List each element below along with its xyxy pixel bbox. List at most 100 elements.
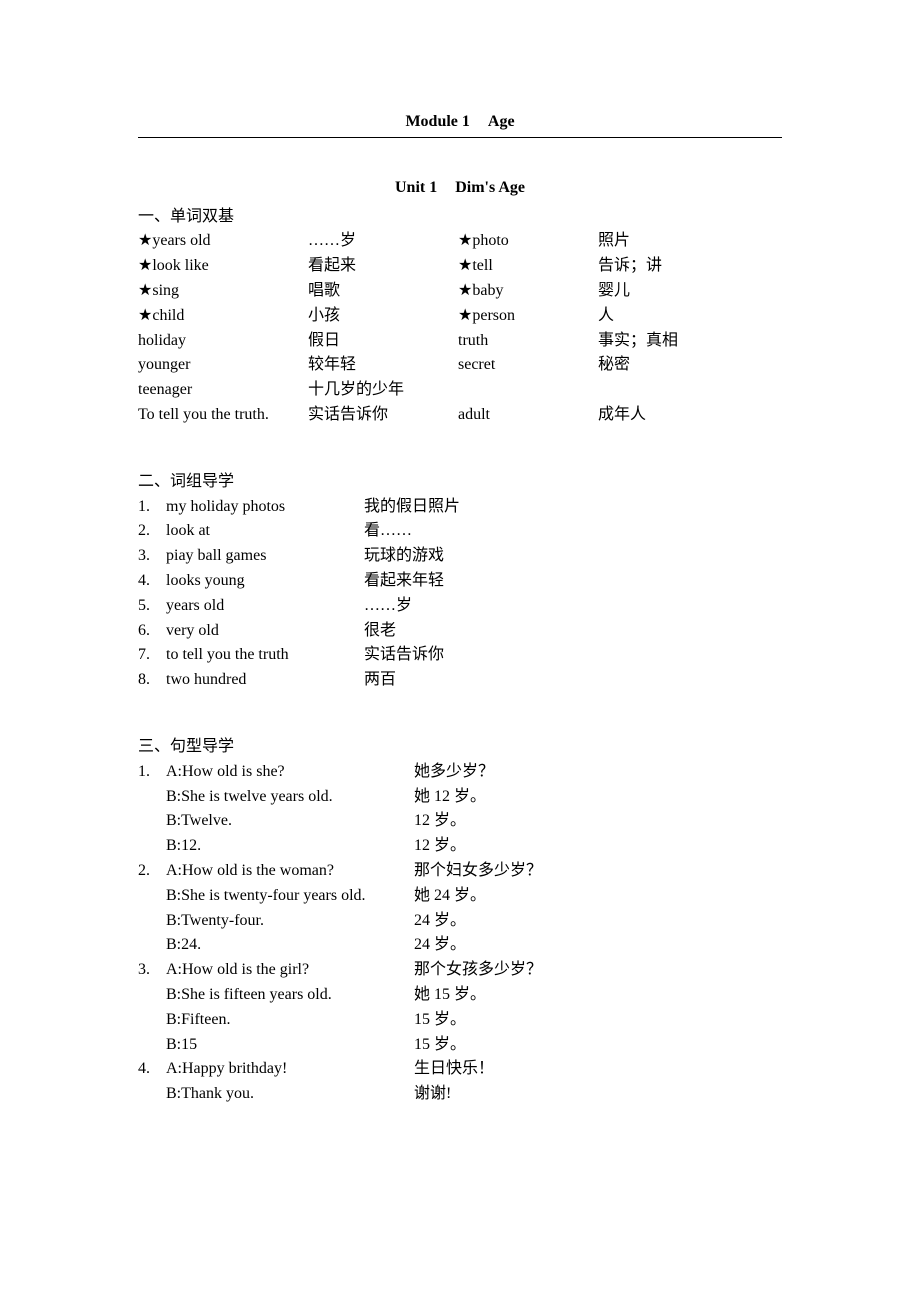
sentence-en: B:Thank you.	[166, 1082, 414, 1107]
vocab-term: ★person	[458, 304, 598, 329]
vocab-term: ★child	[138, 304, 308, 329]
phrase-en: looks young	[166, 569, 364, 594]
vocab-col-right: ★photo照片★tell告诉；讲★baby婴儿★person人truth事实；…	[458, 229, 718, 427]
list-number: 2.	[138, 859, 166, 884]
sentence-cn: 12 岁。	[414, 809, 782, 834]
section3-heading: 三、句型导学	[138, 735, 782, 760]
phrase-en: two hundred	[166, 668, 364, 693]
list-number: 1.	[138, 760, 166, 785]
module-name: Age	[488, 113, 515, 130]
list-number: 3.	[138, 958, 166, 983]
module-title: Module 1 Age	[138, 110, 782, 138]
phrase-cn: 很老	[364, 619, 782, 644]
vocab-term: secret	[458, 353, 598, 378]
sentence-cn: 生日快乐！	[414, 1057, 782, 1082]
phrase-en: look at	[166, 519, 364, 544]
vocab-term: adult	[458, 403, 598, 428]
vocab-def: 成年人	[598, 403, 718, 428]
list-number	[138, 809, 166, 834]
vocab-def: 假日	[308, 329, 458, 354]
list-number	[138, 1033, 166, 1058]
sentence-cn: 谢谢!	[414, 1082, 782, 1107]
vocab-block: ★years old……岁★look like看起来★sing唱歌★child小…	[138, 229, 782, 427]
vocab-term: ★sing	[138, 279, 308, 304]
list-number: 3.	[138, 544, 166, 569]
sentence-list: 1.A:How old is she?她多少岁？B:She is twelve …	[138, 760, 782, 1107]
unit-label: Unit 1	[395, 179, 437, 196]
phrase-en: piay ball games	[166, 544, 364, 569]
list-number	[138, 785, 166, 810]
vocab-term: ★baby	[458, 279, 598, 304]
section1-heading: 一、单词双基	[138, 205, 782, 230]
sentence-en: A:How old is the girl?	[166, 958, 414, 983]
phrase-cn: 玩球的游戏	[364, 544, 782, 569]
list-number: 6.	[138, 619, 166, 644]
list-number	[138, 909, 166, 934]
unit-name: Dim's Age	[455, 179, 525, 196]
sentence-en: B:She is twenty-four years old.	[166, 884, 414, 909]
section3: 三、句型导学 1.A:How old is she?她多少岁？B:She is …	[138, 735, 782, 1107]
vocab-def: 告诉；讲	[598, 254, 718, 279]
vocab-def: 事实；真相	[598, 329, 718, 354]
vocab-def: ……岁	[308, 229, 458, 254]
list-number	[138, 884, 166, 909]
list-number	[138, 933, 166, 958]
sentence-cn: 那个妇女多少岁？	[414, 859, 782, 884]
sentence-en: B:Fifteen.	[166, 1008, 414, 1033]
sentence-en: A:Happy brithday!	[166, 1057, 414, 1082]
section2-heading: 二、词组导学	[138, 470, 782, 495]
list-number: 1.	[138, 495, 166, 520]
sentence-en: B:She is twelve years old.	[166, 785, 414, 810]
list-number: 7.	[138, 643, 166, 668]
unit-title: Unit 1 Dim's Age	[138, 176, 782, 201]
sentence-en: A:How old is the woman?	[166, 859, 414, 884]
spacer	[458, 378, 598, 403]
list-number: 4.	[138, 1057, 166, 1082]
sentence-en: B:Twelve.	[166, 809, 414, 834]
vocab-term: To tell you the truth.	[138, 403, 308, 428]
vocab-def: 唱歌	[308, 279, 458, 304]
phrase-cn: 实话告诉你	[364, 643, 782, 668]
vocab-term: holiday	[138, 329, 308, 354]
phrase-en: to tell you the truth	[166, 643, 364, 668]
vocab-def: 实话告诉你	[308, 403, 458, 428]
list-number	[138, 1082, 166, 1107]
sentence-cn: 她多少岁？	[414, 760, 782, 785]
spacer	[598, 378, 718, 403]
sentence-en: A:How old is she?	[166, 760, 414, 785]
phrase-cn: ……岁	[364, 594, 782, 619]
vocab-def: 看起来	[308, 254, 458, 279]
phrase-cn: 我的假日照片	[364, 495, 782, 520]
sentence-en: B:She is fifteen years old.	[166, 983, 414, 1008]
sentence-en: B:15	[166, 1033, 414, 1058]
sentence-en: B:Twenty-four.	[166, 909, 414, 934]
list-number	[138, 983, 166, 1008]
phrase-en: very old	[166, 619, 364, 644]
sentence-cn: 她 12 岁。	[414, 785, 782, 810]
phrase-en: years old	[166, 594, 364, 619]
phrase-cn: 看……	[364, 519, 782, 544]
list-number	[138, 834, 166, 859]
vocab-def: 婴儿	[598, 279, 718, 304]
page: Module 1 Age Unit 1 Dim's Age 一、单词双基 ★year…	[0, 0, 920, 1302]
list-number	[138, 1008, 166, 1033]
phrase-cn: 两百	[364, 668, 782, 693]
vocab-term: ★tell	[458, 254, 598, 279]
vocab-term: truth	[458, 329, 598, 354]
list-number: 5.	[138, 594, 166, 619]
vocab-def: 照片	[598, 229, 718, 254]
sentence-cn: 24 岁。	[414, 933, 782, 958]
list-number: 2.	[138, 519, 166, 544]
module-label: Module 1	[405, 113, 469, 130]
sentence-cn: 15 岁。	[414, 1033, 782, 1058]
phrase-cn: 看起来年轻	[364, 569, 782, 594]
sentence-cn: 她 24 岁。	[414, 884, 782, 909]
vocab-def: 人	[598, 304, 718, 329]
list-number: 8.	[138, 668, 166, 693]
vocab-term: teenager	[138, 378, 308, 403]
phrase-en: my holiday photos	[166, 495, 364, 520]
vocab-def: 秘密	[598, 353, 718, 378]
vocab-def: 小孩	[308, 304, 458, 329]
sentence-cn: 那个女孩多少岁？	[414, 958, 782, 983]
vocab-term: ★look like	[138, 254, 308, 279]
